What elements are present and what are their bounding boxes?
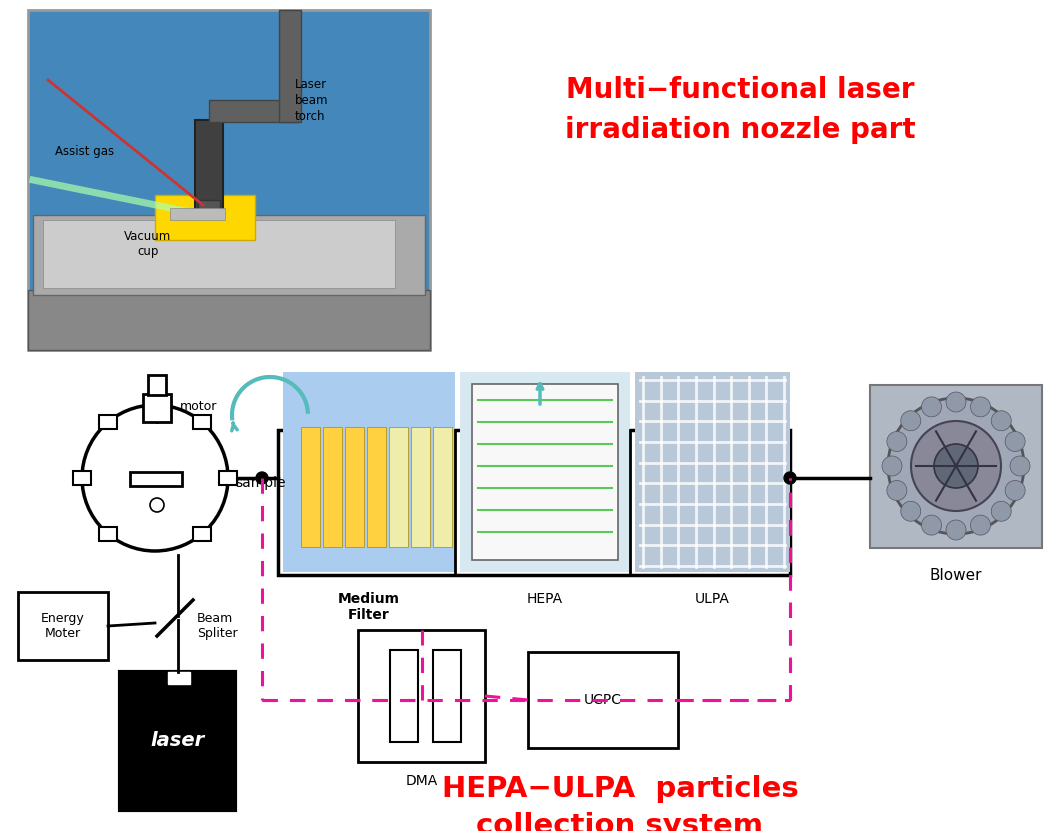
Bar <box>195 120 223 215</box>
Bar <box>193 527 211 541</box>
Bar <box>870 385 1042 548</box>
Circle shape <box>971 515 991 535</box>
Bar <box>170 208 225 220</box>
Bar <box>43 220 395 288</box>
Bar <box>155 195 255 240</box>
Bar <box>301 427 320 547</box>
Text: Multi−functional laser
irradiation nozzle part: Multi−functional laser irradiation nozzl… <box>565 76 915 144</box>
Text: Vacuum
cup: Vacuum cup <box>124 230 172 258</box>
Circle shape <box>971 397 991 417</box>
Text: sample: sample <box>235 476 286 490</box>
Bar <box>528 652 678 748</box>
Bar <box>635 372 790 572</box>
Text: Beam
Spliter: Beam Spliter <box>197 612 237 640</box>
Bar <box>120 672 235 810</box>
Circle shape <box>256 472 268 484</box>
Circle shape <box>1006 431 1026 451</box>
Bar <box>433 650 461 742</box>
Bar <box>345 427 364 547</box>
Bar <box>460 372 630 572</box>
Circle shape <box>934 444 978 488</box>
Polygon shape <box>28 290 430 350</box>
Text: Laser
beam
torch: Laser beam torch <box>295 78 329 123</box>
Circle shape <box>886 431 906 451</box>
Circle shape <box>1010 456 1030 476</box>
Bar <box>143 394 171 422</box>
Text: Assist gas: Assist gas <box>55 145 114 158</box>
Circle shape <box>889 398 1024 534</box>
Circle shape <box>882 456 902 476</box>
Circle shape <box>784 472 796 484</box>
Bar <box>323 427 341 547</box>
Bar <box>73 471 91 485</box>
Bar <box>389 427 408 547</box>
Circle shape <box>1006 480 1026 500</box>
Bar <box>219 471 237 485</box>
Text: HEPA−ULPA  particles
collection system: HEPA−ULPA particles collection system <box>442 775 798 831</box>
Bar <box>433 427 452 547</box>
Text: motor: motor <box>180 401 217 414</box>
Bar <box>411 427 430 547</box>
Bar <box>28 10 430 350</box>
Bar <box>148 375 165 395</box>
Bar <box>193 415 211 429</box>
Text: Blower: Blower <box>930 568 982 583</box>
Bar <box>99 527 117 541</box>
Circle shape <box>921 397 941 417</box>
Bar <box>472 384 618 560</box>
Bar <box>390 650 418 742</box>
Text: laser: laser <box>151 731 204 750</box>
Circle shape <box>886 480 906 500</box>
Bar <box>278 430 790 575</box>
Bar <box>209 100 299 122</box>
Circle shape <box>991 411 1011 430</box>
Bar <box>130 472 182 486</box>
Text: Medium
Filter: Medium Filter <box>338 592 401 622</box>
Bar <box>18 592 108 660</box>
Circle shape <box>946 392 967 412</box>
Bar <box>367 427 386 547</box>
Bar <box>168 672 190 684</box>
Bar <box>99 415 117 429</box>
Text: UCPC: UCPC <box>584 693 622 707</box>
Text: Energy
Moter: Energy Moter <box>41 612 85 640</box>
Text: DMA: DMA <box>406 774 437 788</box>
Circle shape <box>991 501 1011 521</box>
Circle shape <box>901 411 921 430</box>
Text: HEPA: HEPA <box>527 592 563 606</box>
Circle shape <box>921 515 941 535</box>
Bar <box>358 630 485 762</box>
Bar <box>33 215 425 295</box>
Circle shape <box>901 501 921 521</box>
Bar <box>279 10 301 122</box>
Text: ULPA: ULPA <box>695 592 730 606</box>
Circle shape <box>946 520 967 540</box>
Bar <box>284 372 455 572</box>
Circle shape <box>911 421 1001 511</box>
Bar <box>198 200 220 218</box>
